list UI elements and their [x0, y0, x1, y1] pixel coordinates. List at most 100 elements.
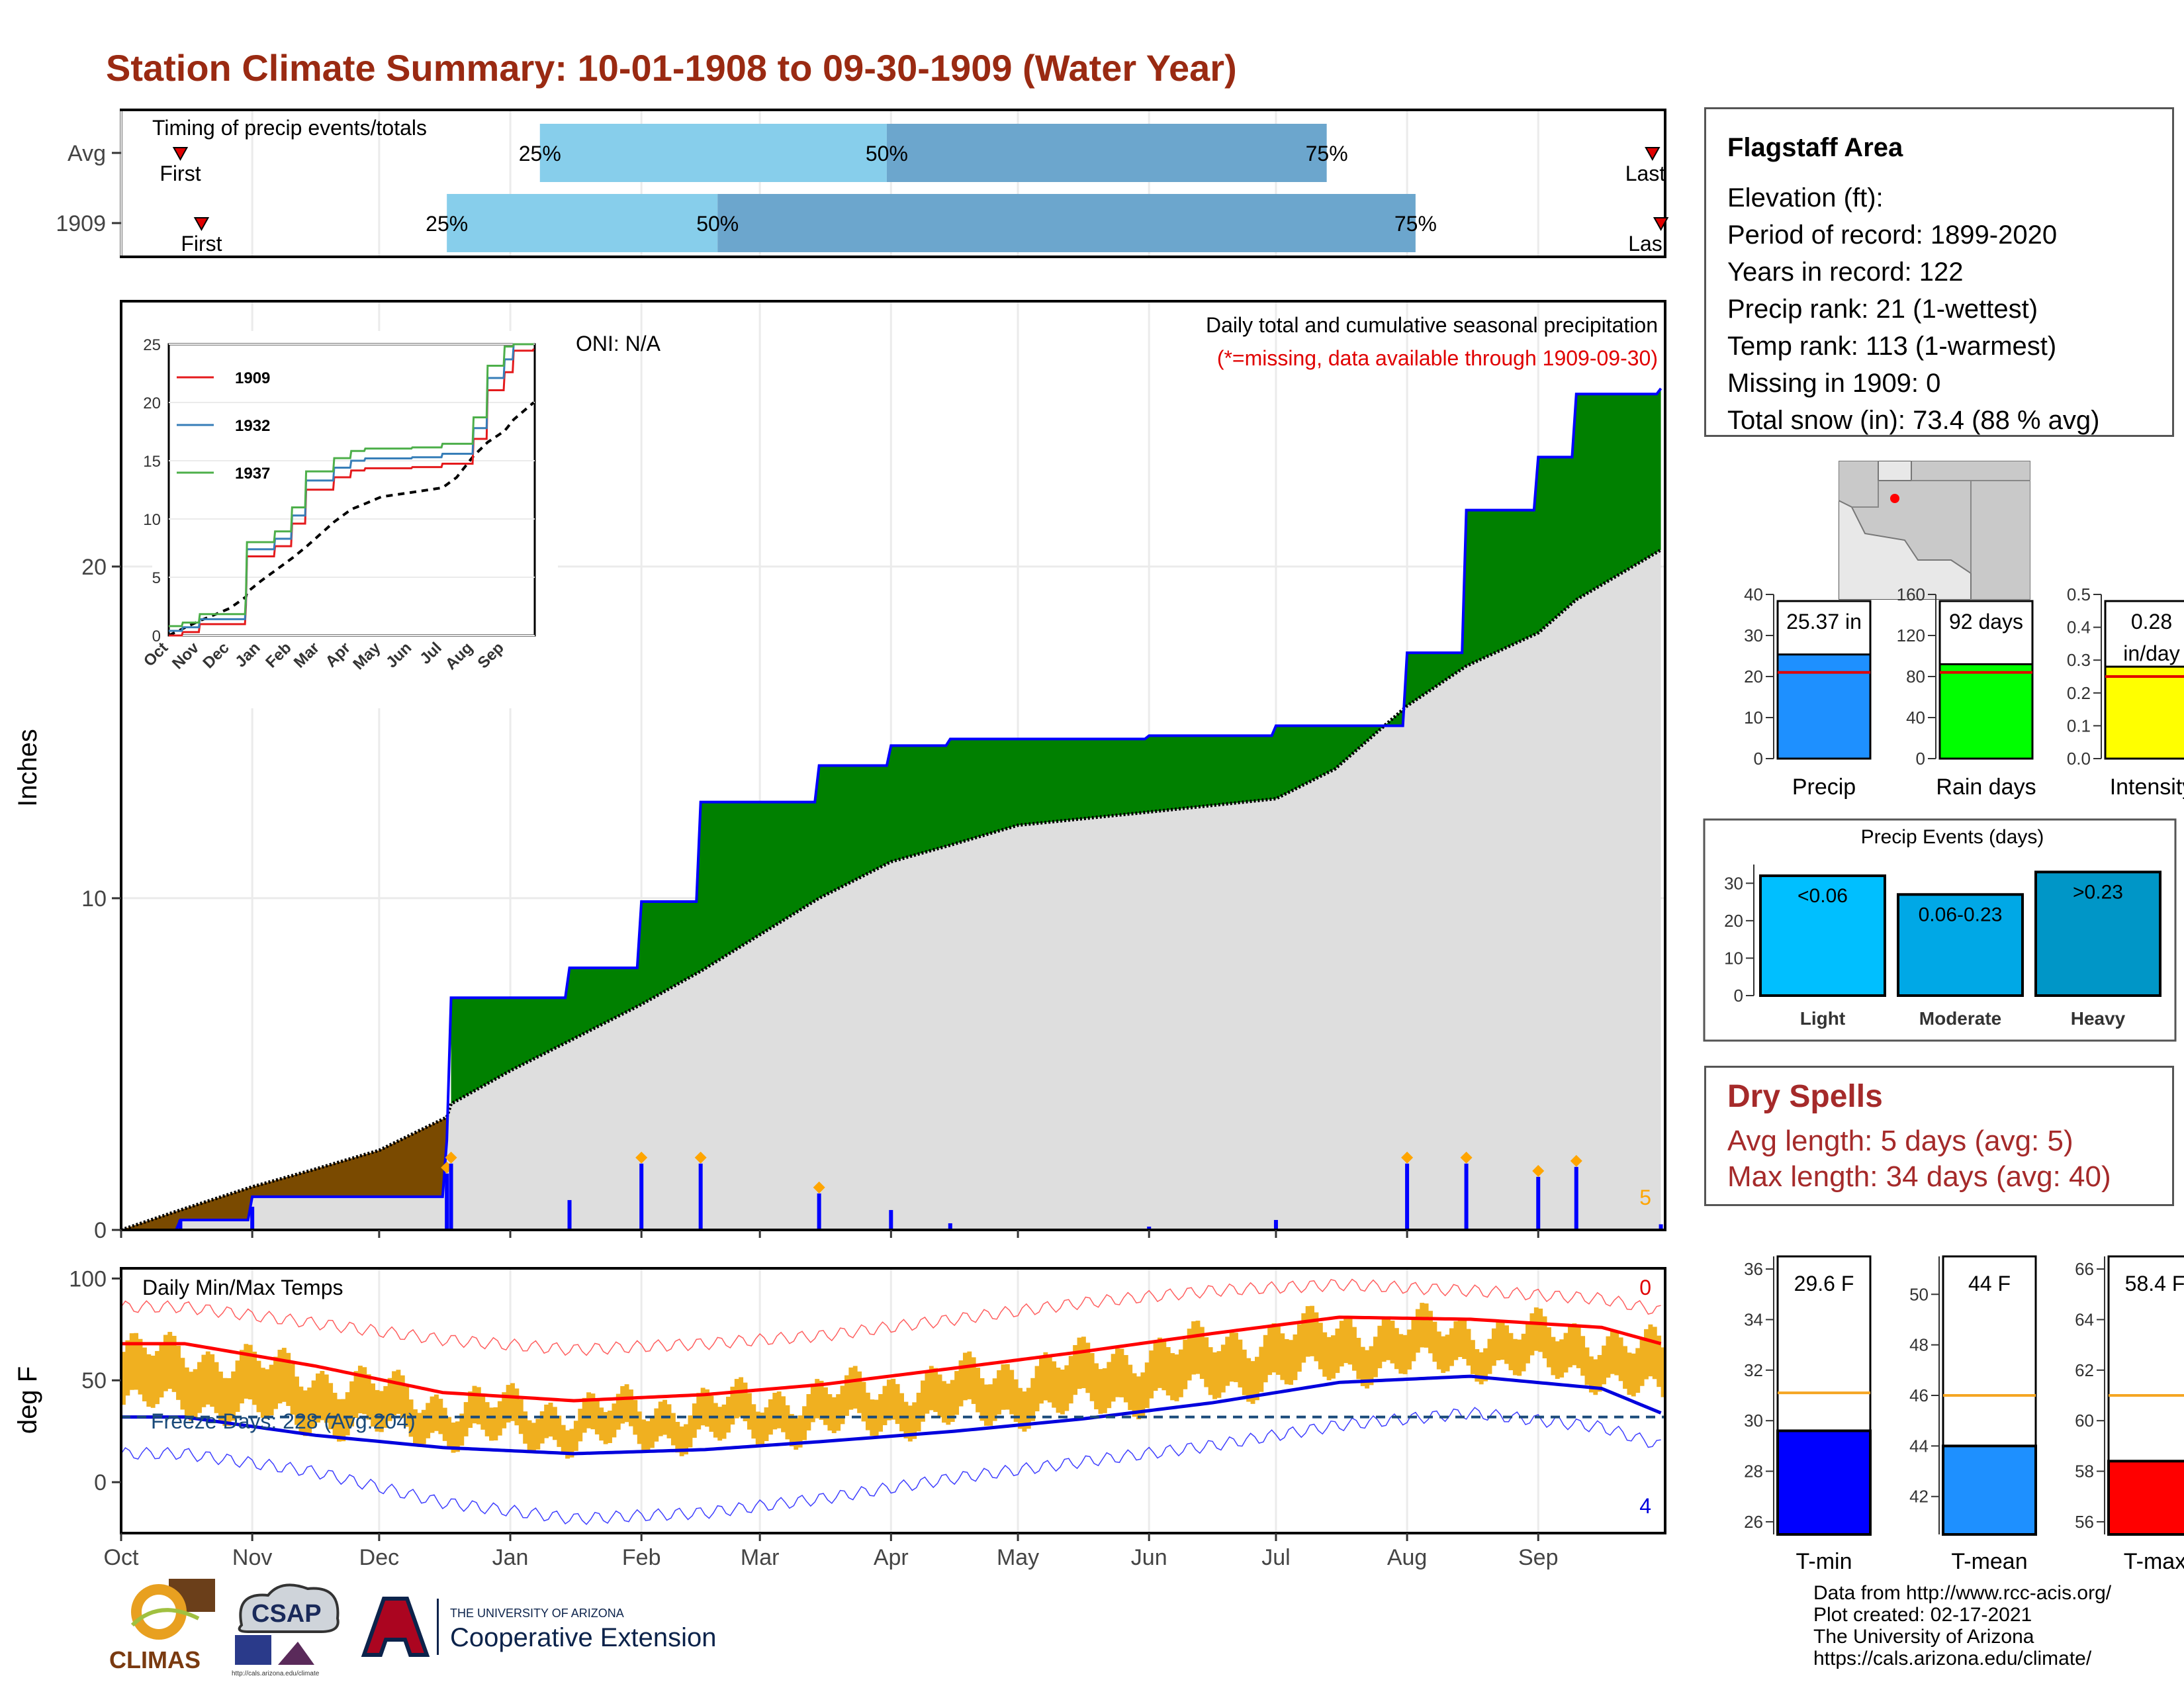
- daily-temp-bar: [1005, 1364, 1010, 1410]
- daily-temp-bar: [497, 1401, 502, 1436]
- daily-temp-bar: [1365, 1350, 1370, 1389]
- daily-temp-bar: [785, 1405, 790, 1440]
- daily-temp-bar: [1432, 1321, 1437, 1362]
- temp-bar: [1942, 1444, 2037, 1536]
- daily-temp-bar: [514, 1388, 520, 1426]
- inset-y-tick: 0: [152, 628, 161, 645]
- daily-temp-bar: [1170, 1353, 1175, 1401]
- daily-temp-bar: [705, 1389, 709, 1427]
- summary-tick-label: 40: [1744, 585, 1763, 604]
- daily-temp-bar: [463, 1402, 469, 1436]
- daily-temp-bar: [688, 1415, 693, 1448]
- daily-temp-bar: [379, 1391, 384, 1432]
- daily-temp-bar: [1547, 1327, 1551, 1368]
- events-title: Precip Events (days): [1861, 826, 2044, 848]
- temp-corner-top: 0: [1639, 1276, 1651, 1299]
- daily-precip-bar: [1273, 1219, 1278, 1230]
- daily-temp-bar: [586, 1392, 591, 1429]
- precip-header: Daily total and cumulative seasonal prec…: [1206, 313, 1658, 337]
- daily-temp-bar: [1212, 1352, 1217, 1399]
- heavy-event-marker: [635, 1151, 648, 1164]
- daily-temp-bar: [1572, 1323, 1577, 1366]
- daily-temp-bar: [950, 1380, 955, 1423]
- daily-temp-bar: [455, 1421, 460, 1452]
- month-tick-label: Jan: [492, 1545, 529, 1570]
- daily-temp-bar: [1661, 1347, 1666, 1397]
- daily-temp-bar: [320, 1370, 325, 1421]
- p50-label: 50%: [866, 142, 908, 165]
- temp-bar-label: T-mean: [1951, 1549, 2027, 1574]
- daily-temp-bar: [1597, 1354, 1602, 1392]
- daily-temp-bar: [713, 1403, 718, 1438]
- daily-temp-bar: [286, 1352, 291, 1406]
- temp-bar-tick-label: 64: [2075, 1309, 2094, 1329]
- years-in-record: Years in record: 122: [1727, 258, 1964, 287]
- event-bar: [2034, 870, 2161, 997]
- plot-frame: [120, 300, 1666, 1231]
- daily-temp-bar: [484, 1402, 490, 1436]
- daily-temp-bar: [502, 1392, 507, 1429]
- temp-bar: [1776, 1429, 1872, 1536]
- inset-y-tick: 5: [152, 569, 161, 587]
- daily-temp-bar: [1199, 1327, 1205, 1380]
- daily-temp-bar: [857, 1371, 862, 1413]
- daily-temp-bar: [1318, 1323, 1323, 1370]
- temp-y-tick-label: 50: [81, 1368, 107, 1393]
- daily-temp-bar: [1563, 1333, 1569, 1373]
- daily-temp-bar: [459, 1413, 465, 1446]
- events-tick-label: 30: [1724, 873, 1743, 893]
- daily-temp-bar: [1250, 1361, 1255, 1404]
- daily-temp-bar: [1360, 1346, 1365, 1386]
- daily-precip-bar: [445, 1173, 449, 1230]
- daily-temp-bar: [176, 1345, 181, 1400]
- summary-value-label: 25.37 in: [1786, 610, 1862, 633]
- daily-temp-bar: [413, 1409, 418, 1444]
- daily-temp-bar: [743, 1382, 748, 1422]
- daily-temp-bar: [1411, 1319, 1416, 1362]
- daily-temp-bar: [654, 1408, 659, 1442]
- station-marker: [1890, 494, 1899, 503]
- daily-temp-bar: [836, 1394, 841, 1431]
- daily-temp-bar: [129, 1333, 134, 1390]
- month-tick-label: Apr: [874, 1545, 909, 1570]
- daily-temp-bar: [831, 1397, 837, 1433]
- daily-temp-bar: [764, 1407, 769, 1441]
- summary-bar: [1776, 653, 1872, 760]
- daily-temp-bar: [1588, 1356, 1594, 1393]
- daily-temp-bar: [1153, 1340, 1158, 1391]
- inset-series-line: [169, 343, 534, 628]
- daily-temp-bar: [248, 1344, 253, 1400]
- daily-temp-bar: [1174, 1354, 1179, 1401]
- daily-temp-bar: [852, 1366, 858, 1409]
- daily-temp-bar: [544, 1404, 549, 1438]
- temp-bar-tick-label: 34: [1744, 1309, 1763, 1329]
- daily-temp-bar: [256, 1360, 261, 1413]
- daily-temp-bar: [324, 1374, 329, 1423]
- daily-precip-bar: [250, 1206, 255, 1230]
- daily-temp-bar: [421, 1409, 426, 1444]
- daily-temp-bar: [615, 1393, 621, 1430]
- daily-temp-bar: [1369, 1346, 1374, 1385]
- daily-precip-bar: [1536, 1176, 1541, 1230]
- summary-tick-label: 10: [1744, 708, 1763, 727]
- daily-temp-bar: [476, 1387, 481, 1425]
- daily-temp-bar: [442, 1407, 447, 1441]
- daily-temp-bar: [345, 1392, 350, 1436]
- daily-temp-bar: [1500, 1320, 1505, 1360]
- precip-chart: 0 10 20 Inches Daily total and cumulative se…: [13, 300, 1666, 1243]
- station-info-panel: Flagstaff Area Elevation (ft): Period of…: [1704, 107, 2174, 437]
- daily-temp-bar: [1119, 1348, 1124, 1397]
- elevation: Elevation (ft):: [1727, 183, 1884, 212]
- daily-temp-bar: [1144, 1362, 1150, 1409]
- daily-temp-bar: [1195, 1321, 1201, 1374]
- daily-temp-bar: [1047, 1354, 1052, 1403]
- daily-temp-bar: [1098, 1369, 1103, 1414]
- avg-max-line: [121, 1315, 1662, 1403]
- daily-temp-bar: [1618, 1337, 1623, 1382]
- daily-temp-bar: [608, 1410, 612, 1443]
- daily-temp-bar: [709, 1395, 714, 1432]
- daily-temp-bar: [1085, 1342, 1091, 1393]
- daily-temp-bar: [307, 1387, 312, 1434]
- summary-tick-label: 0: [1754, 749, 1763, 769]
- daily-temp-bar: [1022, 1391, 1027, 1432]
